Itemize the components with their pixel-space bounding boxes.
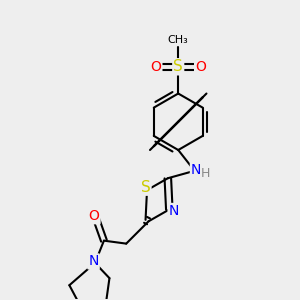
Text: S: S <box>141 180 150 195</box>
Text: O: O <box>89 209 100 223</box>
Text: CH₃: CH₃ <box>168 35 189 45</box>
Text: S: S <box>173 59 183 74</box>
Text: N: N <box>169 204 179 218</box>
Text: N: N <box>88 254 99 268</box>
Text: H: H <box>201 167 211 180</box>
Text: O: O <box>195 60 206 74</box>
Text: O: O <box>151 60 161 74</box>
Text: N: N <box>191 163 201 177</box>
